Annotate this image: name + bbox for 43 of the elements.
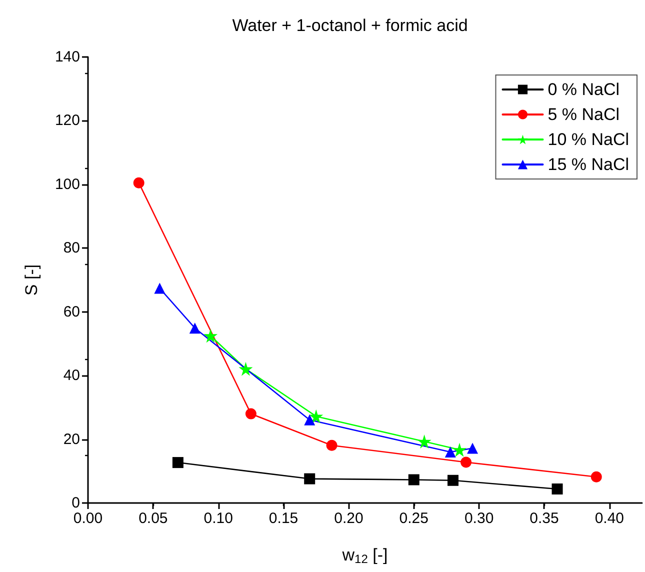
x-tick-label: 0.00 <box>73 510 103 527</box>
chart-title: Water + 1-octanol + formic acid <box>232 16 468 35</box>
point <box>172 457 184 468</box>
x-tick-label: 0.30 <box>464 510 494 527</box>
y-tick-label: 40 <box>63 367 80 384</box>
y-axis-title: S [-] <box>22 264 41 296</box>
legend-label: 5 % NaCl <box>548 105 620 124</box>
point <box>467 442 478 454</box>
x-tick-label: 0.40 <box>594 510 624 527</box>
x-tick-label: 0.35 <box>530 510 559 527</box>
legend-label: 0 % NaCl <box>548 80 620 99</box>
point <box>444 446 456 458</box>
point <box>238 362 253 376</box>
y-tick-label: 80 <box>63 240 80 257</box>
legend-label: 10 % NaCl <box>548 130 630 149</box>
y-tick-label: 100 <box>54 176 80 193</box>
point <box>304 414 316 426</box>
point <box>447 474 458 486</box>
y-tick-label: 20 <box>63 430 80 448</box>
point <box>417 434 432 449</box>
point <box>154 282 166 294</box>
point <box>309 409 324 424</box>
y-tick-label: 140 <box>54 48 80 66</box>
point <box>326 440 338 451</box>
x-tick-label: 0.05 <box>138 510 168 527</box>
point <box>452 442 467 457</box>
point <box>245 408 256 420</box>
y-tick-label: 0 <box>72 494 80 512</box>
point <box>552 483 563 494</box>
point <box>133 177 144 188</box>
point <box>304 473 316 484</box>
y-tick-label: 120 <box>54 112 80 130</box>
legend-label: 15 % NaCl <box>548 155 630 174</box>
point <box>189 322 200 334</box>
x-tick-label: 0.15 <box>268 510 298 527</box>
point <box>204 328 218 343</box>
point <box>408 474 420 486</box>
x-tick-label: 0.20 <box>334 510 364 527</box>
y-tick-label: 60 <box>63 303 80 320</box>
point <box>590 471 602 482</box>
x-tick-label: 0.10 <box>204 510 233 527</box>
point <box>460 456 472 468</box>
x-tick-label: 0.25 <box>399 510 428 527</box>
